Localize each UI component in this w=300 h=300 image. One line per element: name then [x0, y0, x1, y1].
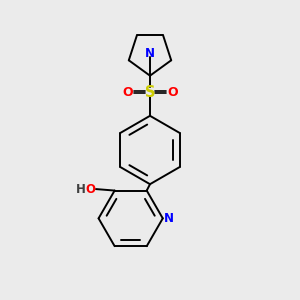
Text: N: N: [145, 47, 155, 60]
Text: O: O: [167, 85, 178, 98]
Text: H: H: [76, 183, 86, 196]
Text: S: S: [145, 85, 155, 100]
Text: O: O: [122, 85, 133, 98]
Text: O: O: [86, 183, 96, 196]
Text: N: N: [164, 212, 174, 225]
